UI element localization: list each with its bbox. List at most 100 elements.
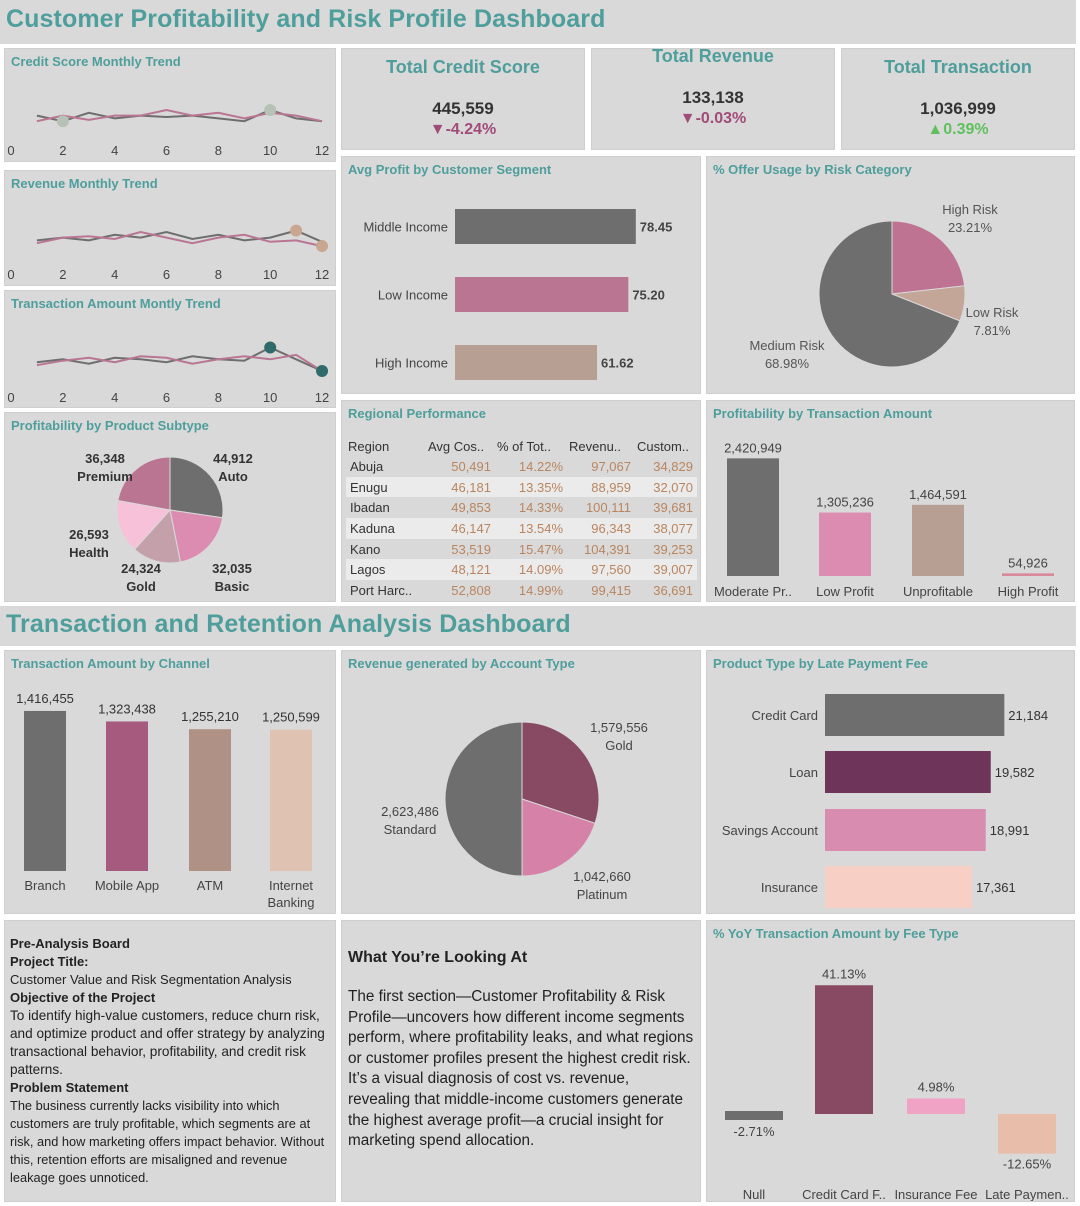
- yoy-fee-panel[interactable]: % YoY Transaction Amount by Fee Type -2.…: [706, 920, 1075, 1202]
- pie-slice-high-risk: [891, 220, 966, 295]
- avg-profit-panel[interactable]: Avg Profit by Customer Segment Middle In…: [341, 156, 701, 394]
- region-cell: Port Harc..: [346, 580, 426, 601]
- x-tick-label: 8: [215, 267, 222, 282]
- customers-cell: 39,007: [635, 559, 697, 581]
- avg-profit-chart[interactable]: Middle Income 78.45 Low Income 75.20 High In…: [342, 157, 701, 394]
- bar-low-income: [455, 277, 629, 312]
- data-label: 54,926: [1008, 555, 1048, 570]
- customers-cell: 39,253: [635, 538, 697, 560]
- highlight-point: [264, 341, 277, 354]
- offer-usage-panel[interactable]: % Offer Usage by Risk Category High Risk…: [706, 156, 1075, 394]
- kpi-delta: ▲0.39%: [927, 121, 989, 138]
- x-tick-label: 2: [59, 143, 66, 158]
- avg-cost-cell: 46,181: [426, 476, 495, 498]
- region-cell: Abuja: [346, 456, 426, 477]
- pie-slice-basic: [169, 509, 223, 563]
- data-label: 1,250,599: [262, 710, 320, 725]
- table-row[interactable]: Ibadan 49,853 14.33% 100,111 39,681: [346, 497, 697, 519]
- panel-title: Avg Profit by Customer Segment: [348, 162, 552, 177]
- revenue-cell: 99,415: [567, 580, 635, 601]
- table-header-row: Region Avg Cos.. % of Tot.. Revenu.. Cus…: [346, 435, 697, 456]
- table-row[interactable]: Lagos 48,121 14.09% 97,560 39,007: [346, 559, 697, 581]
- project-label: Project Title:: [10, 954, 89, 969]
- column-header[interactable]: Region: [348, 439, 390, 454]
- regional-performance-panel[interactable]: Regional Performance Region Avg Cos.. % …: [341, 400, 701, 602]
- column-header[interactable]: Custom..: [637, 439, 690, 454]
- product-subtype-pie[interactable]: 44,912 Auto 32,035 Basic 24,324 Gold 26,593 Hea…: [5, 413, 336, 602]
- table-row[interactable]: Abuja 50,491 14.22% 97,067 34,829: [346, 456, 697, 477]
- slice-name-label: Auto: [218, 469, 248, 484]
- panel-title: % Offer Usage by Risk Category: [713, 162, 912, 177]
- x-tick-label: 6: [163, 390, 170, 405]
- kpi-card-revenue[interactable]: Total Revenue 133,138 ▼-0.03%: [591, 48, 835, 150]
- dashboard-title: Transaction and Retention Analysis Dashb…: [6, 610, 571, 638]
- transaction-trend-panel[interactable]: Transaction Amount Montly Trend 0 2 4 6 8 10 1…: [4, 290, 336, 408]
- x-tick-label: 12: [315, 267, 329, 282]
- bar-0: [725, 1111, 783, 1120]
- category-label: Branch: [24, 878, 65, 893]
- account-type-panel[interactable]: Revenue generated by Account Type 1,579,…: [341, 650, 701, 914]
- category-label: Loan: [789, 765, 818, 780]
- late-fee-panel[interactable]: Product Type by Late Payment Fee Credit …: [706, 650, 1075, 914]
- category-label: Insurance Fee: [894, 1187, 977, 1202]
- table-row[interactable]: Kano 53,519 15.47% 104,391 39,253: [346, 538, 697, 560]
- kpi-value: 133,138: [682, 88, 744, 107]
- category-label: Mobile App: [95, 878, 159, 893]
- kpi-card-transaction[interactable]: Total Transaction 1,036,999 ▲0.39%: [841, 48, 1075, 150]
- product-subtype-panel[interactable]: Profitability by Product Subtype 44,912 A…: [4, 412, 336, 602]
- channel-chart[interactable]: 1,416,455 Branch 1,323,438 Mobile App 1,255,…: [5, 651, 336, 914]
- late-fee-chart[interactable]: Credit Card 21,184 Loan 19,582 Savings Accou…: [707, 651, 1075, 914]
- bar-savings-account: [825, 809, 986, 851]
- category-label: Banking: [268, 895, 315, 910]
- category-label: Savings Account: [722, 823, 819, 838]
- x-tick-label: 4: [111, 143, 118, 158]
- explanation-title: What You’re Looking At: [348, 949, 528, 966]
- kpi-delta: ▼-4.24%: [429, 121, 497, 138]
- category-label: Moderate Pr..: [714, 584, 792, 599]
- table-row[interactable]: Enugu 46,181 13.35% 88,959 32,070: [346, 476, 697, 498]
- category-label: Credit Card F..: [802, 1187, 886, 1202]
- channel-panel[interactable]: Transaction Amount by Channel 1,416,455 B…: [4, 650, 336, 914]
- table-row[interactable]: Port Harc.. 52,808 14.99% 99,415 36,691: [346, 580, 697, 601]
- revenue-trend-chart[interactable]: 0 2 4 6 8 10 12: [5, 171, 336, 286]
- x-tick-label: 0: [7, 390, 14, 405]
- yoy-fee-chart[interactable]: -2.71% Null 41.13% Credit Card F.. 4.98% Insu…: [707, 921, 1075, 1202]
- column-header[interactable]: % of Tot..: [497, 439, 551, 454]
- profit-by-transaction-panel[interactable]: Profitability by Transaction Amount 2,42…: [706, 400, 1075, 602]
- account-type-pie[interactable]: 1,579,556 Gold 1,042,660 Platinum 2,623,486 S…: [342, 651, 701, 914]
- percent-cell: 14.99%: [495, 580, 567, 601]
- slice-name-label: Standard: [384, 822, 437, 837]
- avg-cost-cell: 53,519: [426, 538, 495, 560]
- revenue-trend-panel[interactable]: Revenue Monthly Trend 0 2 4 6 8 10 12: [4, 170, 336, 286]
- avg-cost-cell: 46,147: [426, 518, 495, 539]
- notes-heading: Pre-Analysis Board: [10, 936, 130, 951]
- slice-name-label: Platinum: [577, 887, 628, 902]
- kpi-value: 1,036,999: [920, 99, 996, 118]
- panel-title: Profitability by Transaction Amount: [713, 406, 933, 421]
- project-text: Customer Value and Risk Segmentation Ana…: [10, 972, 292, 987]
- column-header[interactable]: Avg Cos..: [428, 439, 485, 454]
- data-label: -2.71%: [733, 1124, 775, 1139]
- region-cell: Lagos: [346, 559, 426, 581]
- region-cell: Enugu: [346, 476, 426, 498]
- credit-score-trend-chart[interactable]: 0 2 4 6 8 10 12: [5, 49, 336, 162]
- percent-cell: 13.54%: [495, 518, 567, 539]
- transaction-trend-chart[interactable]: 0 2 4 6 8 10 12: [5, 291, 336, 408]
- profit-by-transaction-chart[interactable]: 2,420,949 Moderate Pr.. 1,305,236 Low Profi…: [707, 401, 1075, 602]
- category-label: Late Paymen..: [985, 1187, 1069, 1202]
- avg-cost-cell: 49,853: [426, 497, 495, 519]
- credit-score-trend-panel[interactable]: Credit Score Monthly Trend 0 2 4 6 8 10 12: [4, 48, 336, 162]
- kpi-card-credit-score[interactable]: Total Credit Score 445,559 ▼-4.24%: [341, 48, 585, 150]
- problem-text: The business currently lacks visibility …: [10, 1098, 325, 1185]
- data-label: 1,255,210: [181, 709, 239, 724]
- avg-cost-cell: 50,491: [426, 456, 495, 477]
- category-label: Low Profit: [816, 584, 874, 599]
- offer-usage-pie[interactable]: High Risk 23.21% Low Risk 7.81% Medium Risk 6…: [707, 157, 1075, 394]
- slice-value-label: 1,579,556: [590, 720, 648, 735]
- data-label: 41.13%: [822, 966, 867, 981]
- regional-table: Region Avg Cos.. % of Tot.. Revenu.. Cus…: [346, 435, 697, 601]
- table-row[interactable]: Kaduna 46,147 13.54% 96,343 38,077: [346, 518, 697, 539]
- column-header[interactable]: Revenu..: [569, 439, 622, 454]
- customers-cell: 32,070: [635, 476, 697, 498]
- x-tick-label: 6: [163, 143, 170, 158]
